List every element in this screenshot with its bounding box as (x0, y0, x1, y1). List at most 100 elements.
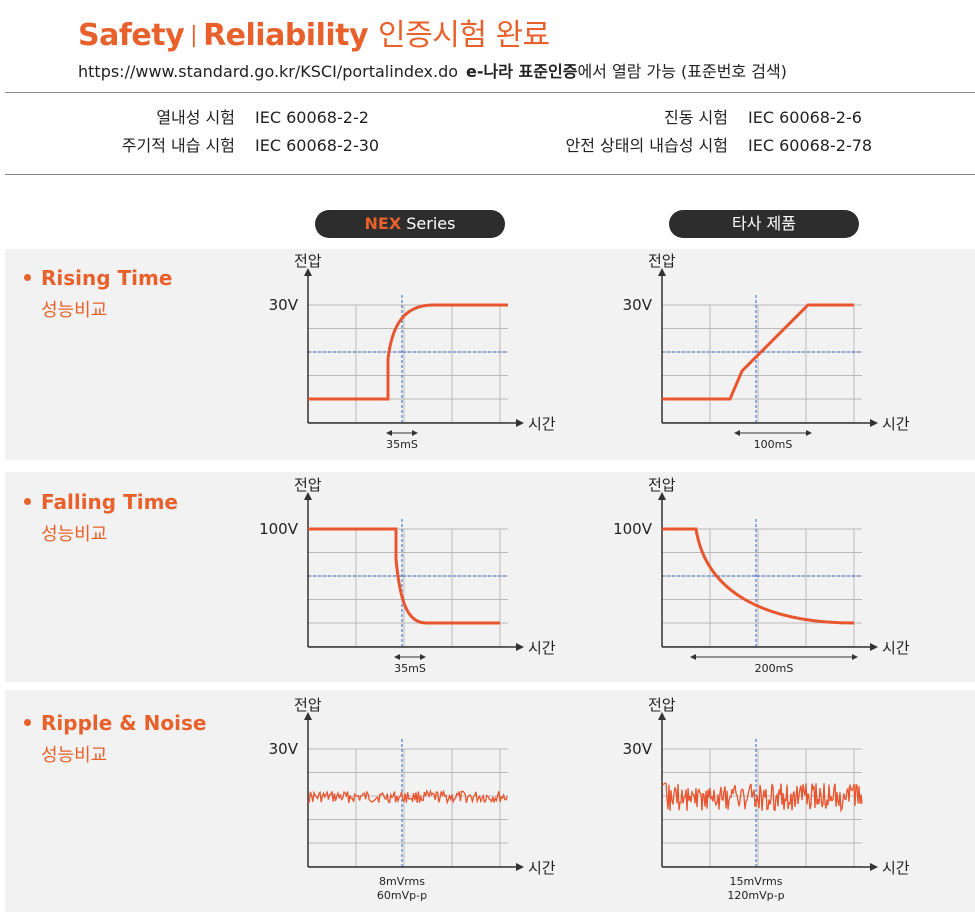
row-title-ripple: Ripple & Noise (24, 711, 206, 735)
row-subtitle-ripple: 성능비교 (41, 745, 108, 766)
y-axis-arrow-icon (658, 268, 666, 276)
standard-url[interactable]: https://www.standard.go.kr/KSCI/portalin… (78, 62, 459, 81)
bullet-icon (24, 498, 31, 505)
duration-label: 35mS (394, 662, 426, 675)
y-tick-label: 30V (623, 740, 653, 758)
data-curve (662, 527, 855, 625)
y-axis-label: 전압 (294, 696, 322, 714)
y-tick-label: 30V (269, 296, 299, 314)
x-axis-arrow-icon (516, 863, 524, 871)
y-axis-arrow-icon (304, 492, 312, 500)
y-tick-label: 100V (613, 520, 653, 538)
x-axis-label: 시간 (882, 415, 910, 433)
other-product-pill: 타사 제품 (669, 210, 859, 238)
span-arrow-icon (412, 430, 418, 436)
test-label: 안전 상태의 내습성 시험 (565, 136, 728, 155)
data-curve (661, 782, 863, 813)
tests-right: 진동 시험 IEC 60068-2-6 안전 상태의 내습성 시험 IEC 6006… (500, 104, 873, 160)
y-tick-label: 30V (623, 296, 653, 314)
bullet-icon (24, 274, 31, 281)
portal-suffix: 에서 열람 가능 (표준번호 검색) (577, 62, 787, 81)
duration-label: 35mS (386, 438, 418, 451)
rms-label: 8mVrms (379, 875, 425, 888)
data-curve (662, 303, 854, 401)
x-axis-label: 시간 (882, 859, 910, 877)
data-curve (308, 303, 508, 401)
span-arrow-icon (420, 654, 426, 660)
top-divider (5, 92, 975, 93)
rms-label: 15mVrms (729, 875, 782, 888)
y-axis-label: 전압 (294, 252, 322, 270)
nex-series-pill: NEX Series (315, 210, 505, 238)
test-label: 열내성 시험 (156, 108, 235, 127)
y-axis-arrow-icon (658, 492, 666, 500)
title-korean: 인증시험 완료 (378, 18, 550, 53)
y-tick-label: 100V (259, 520, 299, 538)
y-axis-arrow-icon (304, 268, 312, 276)
nex-series-label: Series (401, 214, 456, 233)
y-axis-arrow-icon (304, 712, 312, 720)
span-arrow-icon (852, 654, 858, 660)
x-axis-arrow-icon (870, 419, 878, 427)
x-axis-arrow-icon (870, 863, 878, 871)
test-standard: IEC 60068-2-2 (255, 108, 369, 127)
y-axis-label: 전압 (648, 696, 676, 714)
test-item: 진동 시험 IEC 60068-2-6 (500, 104, 872, 132)
x-axis-arrow-icon (516, 419, 524, 427)
x-axis-arrow-icon (516, 643, 524, 651)
span-arrow-icon (394, 654, 400, 660)
y-axis-label: 전압 (294, 476, 322, 494)
page-title: Safety | Reliability 인증시험 완료 (78, 10, 550, 54)
row-subtitle-rising: 성능비교 (41, 300, 108, 321)
span-arrow-icon (386, 430, 392, 436)
duration-label: 200mS (755, 662, 794, 675)
title-reliability: Reliability (203, 18, 369, 53)
x-axis-label: 시간 (528, 859, 556, 877)
row-subtitle-falling: 성능비교 (41, 524, 108, 545)
y-axis-label: 전압 (648, 476, 676, 494)
panel-ripple (5, 690, 975, 912)
pp-label: 120mVp-p (727, 889, 784, 902)
row-title-rising: Rising Time (24, 266, 172, 290)
data-curve (308, 527, 500, 625)
tests-left: 열내성 시험 IEC 60068-2-2 주기적 내습 시험 IEC 60068-2… (90, 104, 379, 160)
x-axis-label: 시간 (882, 639, 910, 657)
y-axis-label: 전압 (648, 252, 676, 270)
reference-line: https://www.standard.go.kr/KSCI/portalin… (78, 58, 787, 82)
row-title-falling: Falling Time (24, 490, 178, 514)
x-axis-label: 시간 (528, 415, 556, 433)
test-standard: IEC 60068-2-6 (748, 108, 862, 127)
nex-brand: NEX (364, 214, 402, 233)
span-arrow-icon (690, 654, 696, 660)
x-axis-arrow-icon (870, 643, 878, 651)
bottom-divider (5, 174, 975, 175)
test-label: 주기적 내습 시험 (121, 136, 235, 155)
test-standard: IEC 60068-2-78 (748, 136, 873, 155)
test-item: 주기적 내습 시험 IEC 60068-2-30 (90, 132, 379, 160)
duration-label: 100mS (754, 438, 793, 451)
y-axis-arrow-icon (658, 712, 666, 720)
x-axis-label: 시간 (528, 639, 556, 657)
title-safety: Safety (78, 18, 185, 53)
span-arrow-icon (734, 430, 740, 436)
test-label: 진동 시험 (664, 108, 728, 127)
pp-label: 60mVp-p (377, 889, 427, 902)
span-arrow-icon (806, 430, 812, 436)
test-item: 열내성 시험 IEC 60068-2-2 (90, 104, 379, 132)
bullet-icon (24, 719, 31, 726)
test-item: 안전 상태의 내습성 시험 IEC 60068-2-78 (500, 132, 873, 160)
test-standard: IEC 60068-2-30 (255, 136, 380, 155)
data-curve (307, 788, 508, 805)
other-product-label: 타사 제품 (732, 214, 796, 233)
panel-rising (5, 249, 975, 460)
y-tick-label: 30V (269, 740, 299, 758)
portal-name: e-나라 표준인증 (466, 62, 578, 81)
title-separator: | (190, 23, 198, 48)
